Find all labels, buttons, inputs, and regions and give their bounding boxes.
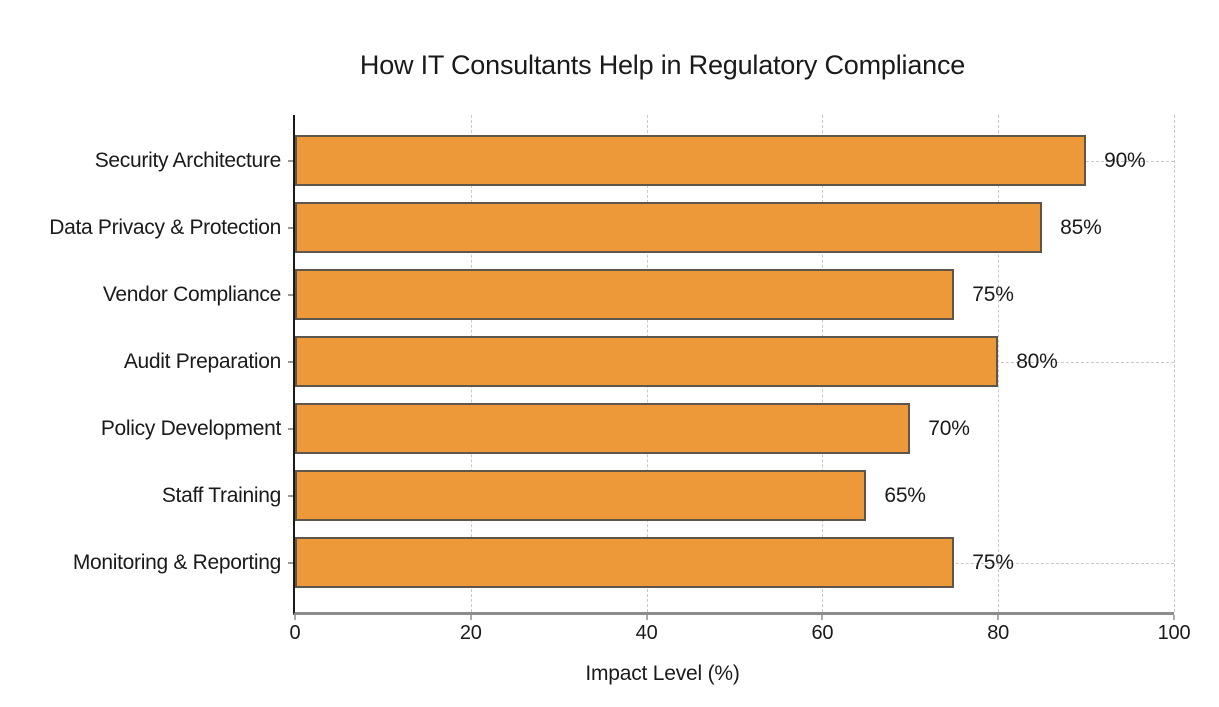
x-tick-label: 100 — [1157, 622, 1191, 644]
x-tick-mark — [294, 615, 296, 620]
plot-area: 0 20 40 60 80 100 90% 85% 75% 80% 70% 65% 75% — [288, 115, 1191, 644]
x-axis-title: Impact Level (%) — [585, 662, 740, 685]
bar — [295, 202, 1043, 253]
category-label: Policy Development — [100, 416, 281, 440]
bar-value-label: 70% — [928, 416, 970, 440]
y-tick-mark — [288, 494, 293, 497]
bar-value-label: 75% — [972, 282, 1014, 306]
category-label: Monitoring & Reporting — [72, 550, 281, 574]
y-axis-category-labels: Security Architecture Data Privacy & Prot… — [0, 115, 281, 612]
bar — [295, 537, 955, 588]
bar — [295, 269, 955, 320]
x-tick-mark — [821, 615, 824, 620]
v-gridline — [1174, 115, 1175, 612]
bar-value-label: 65% — [884, 483, 926, 507]
x-tick-label: 40 — [635, 622, 658, 644]
bar-value-label: 80% — [1016, 349, 1058, 373]
y-tick-mark — [288, 360, 293, 363]
x-tick-mark — [1173, 615, 1175, 620]
y-tick-mark — [288, 226, 293, 229]
bar-value-label: 75% — [972, 550, 1014, 574]
bar-value-label: 90% — [1104, 148, 1146, 172]
category-label: Security Architecture — [94, 148, 282, 172]
y-tick-mark — [288, 293, 293, 296]
chart-title: How IT Consultants Help in Regulatory Co… — [359, 50, 966, 80]
y-tick-mark — [288, 561, 293, 564]
bar — [295, 470, 867, 521]
bar — [295, 135, 1087, 186]
category-label: Staff Training — [161, 483, 281, 507]
x-tick-label: 60 — [811, 622, 834, 644]
x-tick-label: 20 — [459, 622, 482, 644]
x-tick-mark — [997, 615, 1000, 620]
y-tick-mark — [288, 159, 293, 162]
x-tick-mark — [469, 615, 472, 620]
x-tick-mark — [645, 615, 648, 620]
category-label: Vendor Compliance — [102, 282, 281, 306]
bar-value-label: 85% — [1060, 215, 1102, 239]
bar — [295, 336, 999, 387]
category-label: Audit Preparation — [123, 349, 281, 373]
category-label: Data Privacy & Protection — [49, 215, 281, 239]
y-tick-mark — [288, 427, 293, 430]
x-tick-label: 80 — [987, 622, 1010, 644]
x-tick-label: 0 — [289, 622, 301, 644]
v-gridline — [998, 115, 1000, 612]
bar — [295, 403, 911, 454]
